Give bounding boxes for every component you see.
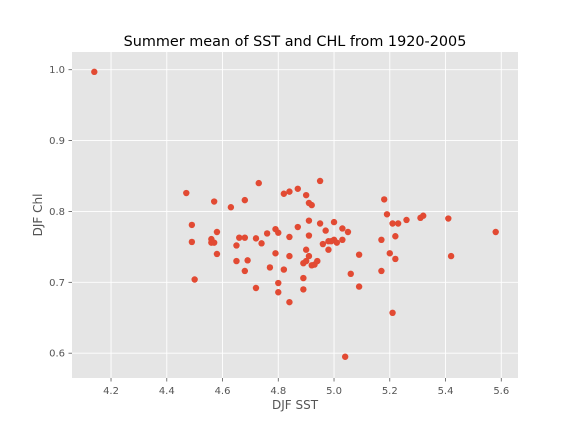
plot-area [72,52,518,378]
data-point [286,298,293,306]
data-point [341,353,349,360]
data-point [258,240,265,247]
data-point [389,309,396,316]
data-point [233,242,240,249]
data-point [227,204,235,211]
data-point [275,289,282,296]
data-point [302,246,310,253]
data-point [272,250,279,257]
data-point [188,238,196,246]
data-point [210,239,218,246]
data-point [236,234,243,241]
x-tick-label: 5.2 [382,386,398,397]
x-tick-label: 5.0 [326,386,342,397]
data-point [383,211,391,218]
x-tick-label: 4.8 [270,386,286,397]
data-point [252,284,260,292]
data-point [300,274,307,282]
data-point [305,252,313,260]
data-point [266,264,274,271]
x-tick-label: 4.2 [103,386,119,397]
y-axis-label: DJF Chl [31,194,45,237]
data-point [378,267,385,275]
data-point [286,188,293,195]
data-point [210,198,218,205]
data-point [445,215,452,222]
data-point [280,266,288,273]
data-point [330,218,338,226]
data-point [241,234,249,241]
x-tick-label: 5.4 [438,386,454,397]
data-point [333,239,341,246]
x-tick-label: 5.6 [493,386,509,397]
data-point [305,217,313,224]
data-point [294,223,301,231]
data-point [322,227,329,234]
axis-ticks: 4.2 4.4 4.6 4.8 5.0 5.2 5.4 5.6 0.6 0.7 0.8 0.9 1.0 [49,65,509,397]
data-point [252,235,260,242]
x-tick-label: 4.4 [159,386,175,397]
data-point [403,216,410,224]
data-point [381,196,388,203]
data-point [392,255,399,263]
data-point [492,228,499,236]
data-point [420,212,427,219]
data-point [191,276,198,283]
y-tick-label: 0.6 [49,349,65,360]
data-point [183,189,190,197]
data-point [255,179,262,187]
x-tick-label: 4.6 [215,386,231,397]
data-point [316,220,324,227]
y-tick-label: 0.9 [49,136,65,147]
data-point [392,233,399,240]
data-point [188,221,196,229]
data-point [241,267,249,275]
x-axis-label: DJF SST [272,398,319,412]
data-point [286,233,293,241]
data-point [275,279,282,287]
data-point [355,283,363,290]
data-point [300,286,307,293]
data-point [275,229,282,236]
data-point [213,250,221,258]
data-point [263,230,271,237]
data-point [241,196,249,204]
data-point [213,228,221,236]
data-point [314,257,321,265]
data-point [302,191,310,199]
data-point [389,220,396,227]
data-point [316,177,324,185]
data-point [355,251,363,258]
data-point [325,246,332,253]
data-point [280,190,288,197]
chart-title: Summer mean of SST and CHL from 1920-200… [124,34,467,50]
data-point [244,257,251,264]
data-point [302,257,310,265]
data-point [394,220,402,227]
data-point [339,225,346,232]
data-point [344,228,352,236]
data-point [91,68,98,76]
data-point [378,236,385,244]
data-points [91,68,499,360]
data-point [286,252,293,260]
data-point [308,201,315,209]
data-point [294,185,301,192]
y-tick-label: 0.7 [49,278,65,289]
data-point [347,270,354,278]
y-tick-label: 1.0 [49,65,65,76]
data-point [319,240,327,248]
data-point [386,250,393,257]
data-point [305,232,313,239]
data-point [447,252,455,260]
data-point [233,257,240,265]
y-tick-label: 0.8 [49,207,65,218]
data-point [339,236,346,244]
